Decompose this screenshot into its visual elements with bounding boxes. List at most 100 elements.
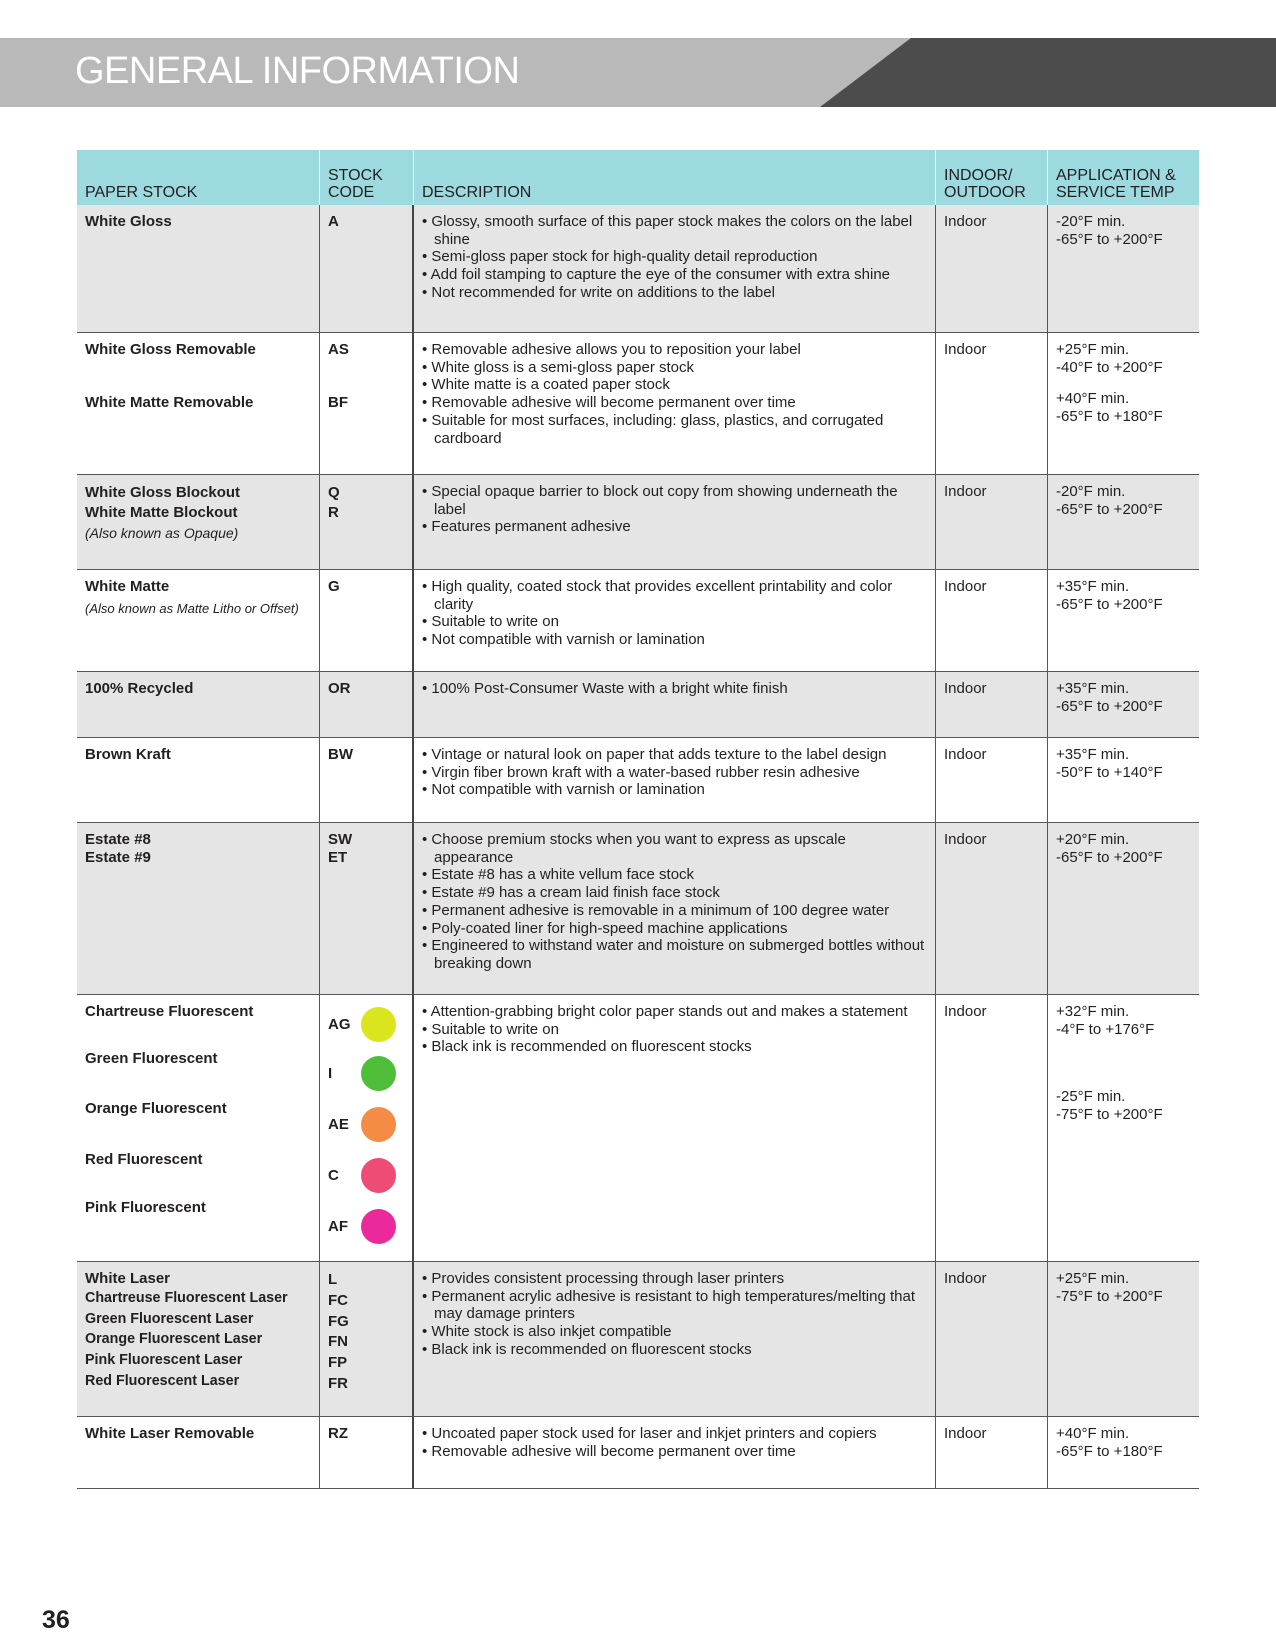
paper-stock-name: Brown Kraft — [85, 746, 171, 763]
description-list: Removable adhesive allows you to reposit… — [422, 341, 927, 447]
color-swatch-icon — [361, 1107, 396, 1142]
table-row: White Laser Chartreuse Fluorescent Laser G… — [77, 1262, 1199, 1417]
description-list: High quality, coated stock that provides… — [422, 578, 927, 649]
paper-stock-cell: 100% Recycled — [77, 672, 320, 737]
paper-stock-table: PAPER STOCK STOCK CODE DESCRIPTION INDOO… — [77, 150, 1199, 1489]
page-title: GENERAL INFORMATION — [75, 50, 520, 92]
description-bullet: White matte is a coated paper stock — [422, 376, 927, 394]
description-list: Attention-grabbing bright color paper st… — [422, 1003, 927, 1056]
paper-stock-cell: White Gloss Blockout White Matte Blockout… — [77, 475, 320, 569]
paper-stock-cell: Brown Kraft — [77, 738, 320, 822]
stock-code: I — [328, 1064, 333, 1082]
temp-line: +40°F min. — [1056, 1425, 1130, 1442]
temp-line: +25°F min. — [1056, 1270, 1130, 1287]
temp-line: -65°F to +200°F — [1056, 230, 1163, 248]
stock-code: A — [328, 213, 339, 230]
paper-stock-name: White Gloss Removable — [85, 341, 256, 358]
temp-group: -20°F min. -65°F to +200°F — [1056, 213, 1190, 248]
color-swatch-icon — [361, 1056, 396, 1091]
stock-code-cell: L FC FG FN FP FR — [320, 1262, 414, 1416]
temp-line: +35°F min. — [1056, 680, 1130, 697]
stock-code: ET — [328, 848, 348, 866]
service-temp-cell: +40°F min. -65°F to +180°F — [1048, 1417, 1198, 1488]
description-bullet: Choose premium stocks when you want to e… — [422, 831, 927, 866]
temp-line: -40°F to +200°F — [1056, 358, 1163, 376]
stock-code-cell: G — [320, 570, 414, 671]
table-row: 100% Recycled OR 100% Post-Consumer Waste … — [77, 672, 1199, 738]
description-cell: Special opaque barrier to block out copy… — [414, 475, 936, 569]
stock-code-entry: SW — [328, 831, 404, 849]
description-list: Provides consistent processing through l… — [422, 1270, 927, 1359]
paper-stock-cell: Chartreuse Fluorescent Green Fluorescent O… — [77, 995, 320, 1261]
description-bullet: Black ink is recommended on fluorescent … — [422, 1038, 927, 1056]
paper-stock-name: Orange Fluorescent Laser — [85, 1331, 263, 1348]
description-cell: Choose premium stocks when you want to e… — [414, 823, 936, 994]
stock-code-entry: Q — [328, 483, 404, 503]
stock-code-cell: AG I AE C AF — [320, 995, 414, 1261]
description-bullet: High quality, coated stock that provides… — [422, 578, 927, 613]
description-bullet: Estate #8 has a white vellum face stock — [422, 866, 927, 884]
stock-code: FN — [328, 1333, 348, 1351]
temp-group: +35°F min. -65°F to +200°F — [1056, 680, 1190, 715]
col-header-indoor-outdoor: INDOOR/ OUTDOOR — [936, 150, 1048, 205]
stock-code-cell: SW ET — [320, 823, 414, 994]
description-cell: Provides consistent processing through l… — [414, 1262, 936, 1416]
temp-line: -65°F to +200°F — [1056, 500, 1163, 518]
stock-code: FG — [328, 1312, 349, 1330]
paper-stock-name: White Gloss Blockout — [85, 484, 241, 501]
paper-stock-name: White Matte Removable — [85, 393, 254, 411]
description-bullet: Removable adhesive will become permanent… — [422, 394, 927, 412]
temp-group: +25°F min. -40°F to +200°F — [1056, 341, 1190, 376]
stock-code: FP — [328, 1354, 348, 1372]
temp-line: -75°F to +200°F — [1056, 1287, 1163, 1305]
temp-group: +40°F min. -65°F to +180°F — [1056, 390, 1190, 425]
paper-stock-name: Red Fluorescent Laser — [85, 1372, 240, 1389]
description-bullet: Semi-gloss paper stock for high-quality … — [422, 248, 927, 266]
paper-stock-cell: Estate #8 Estate #9 — [77, 823, 320, 994]
color-swatch-icon — [361, 1209, 396, 1244]
paper-stock-name: Red Fluorescent — [85, 1151, 203, 1169]
description-bullet: Removable adhesive will become permanent… — [422, 1443, 927, 1461]
stock-code-entry: BF — [328, 394, 404, 412]
stock-code-entry: AF — [328, 1209, 404, 1244]
stock-code-entry: BW — [328, 746, 404, 764]
stock-code-entry: FR — [328, 1374, 404, 1395]
paper-stock-name: Estate #9 — [85, 848, 151, 866]
paper-stock-name: White Laser Removable — [85, 1425, 255, 1442]
paper-stock-name: Green Fluorescent — [85, 1049, 218, 1067]
table-header: PAPER STOCK STOCK CODE DESCRIPTION INDOO… — [77, 150, 1199, 205]
description-bullet: Suitable to write on — [422, 1021, 927, 1039]
description-bullet: Attention-grabbing bright color paper st… — [422, 1003, 927, 1021]
stock-code-entry: L — [328, 1270, 404, 1291]
stock-code: FC — [328, 1291, 348, 1309]
stock-code-cell: BW — [320, 738, 414, 822]
indoor-outdoor-cell: Indoor — [936, 475, 1048, 569]
description-bullet: White stock is also inkjet compatible — [422, 1323, 927, 1341]
temp-line: -4°F to +176°F — [1056, 1020, 1155, 1038]
description-bullet: Features permanent adhesive — [422, 518, 927, 536]
stock-code: AG — [328, 1015, 351, 1033]
description-bullet: Poly-coated liner for high-speed machine… — [422, 920, 927, 938]
description-bullet: Special opaque barrier to block out copy… — [422, 483, 927, 518]
description-list: Choose premium stocks when you want to e… — [422, 831, 927, 973]
description-bullet: Removable adhesive allows you to reposit… — [422, 341, 927, 359]
paper-stock-name: Green Fluorescent Laser — [85, 1310, 254, 1327]
paper-stock-name: 100% Recycled — [85, 680, 194, 697]
stock-code-cell: OR — [320, 672, 414, 737]
paper-stock-cell: White Gloss Removable White Matte Removab… — [77, 333, 320, 474]
stock-code: BF — [328, 393, 348, 411]
stock-code-cell: A — [320, 205, 414, 332]
header-band-accent — [820, 38, 1276, 107]
description-bullet: Virgin fiber brown kraft with a water-ba… — [422, 764, 927, 782]
description-cell: Attention-grabbing bright color paper st… — [414, 995, 936, 1261]
service-temp-cell: +35°F min. -50°F to +140°F — [1048, 738, 1198, 822]
stock-code-entry: I — [328, 1056, 404, 1091]
stock-code-cell: RZ — [320, 1417, 414, 1488]
table-row: Chartreuse Fluorescent Green Fluorescent O… — [77, 995, 1199, 1262]
description-bullet: Add foil stamping to capture the eye of … — [422, 266, 927, 284]
description-bullet: Engineered to withstand water and moistu… — [422, 937, 927, 972]
description-bullet: Permanent adhesive is removable in a min… — [422, 902, 927, 920]
page-number: 36 — [42, 1606, 70, 1634]
description-bullet: Provides consistent processing through l… — [422, 1270, 927, 1288]
stock-code-entry: AS — [328, 341, 404, 359]
